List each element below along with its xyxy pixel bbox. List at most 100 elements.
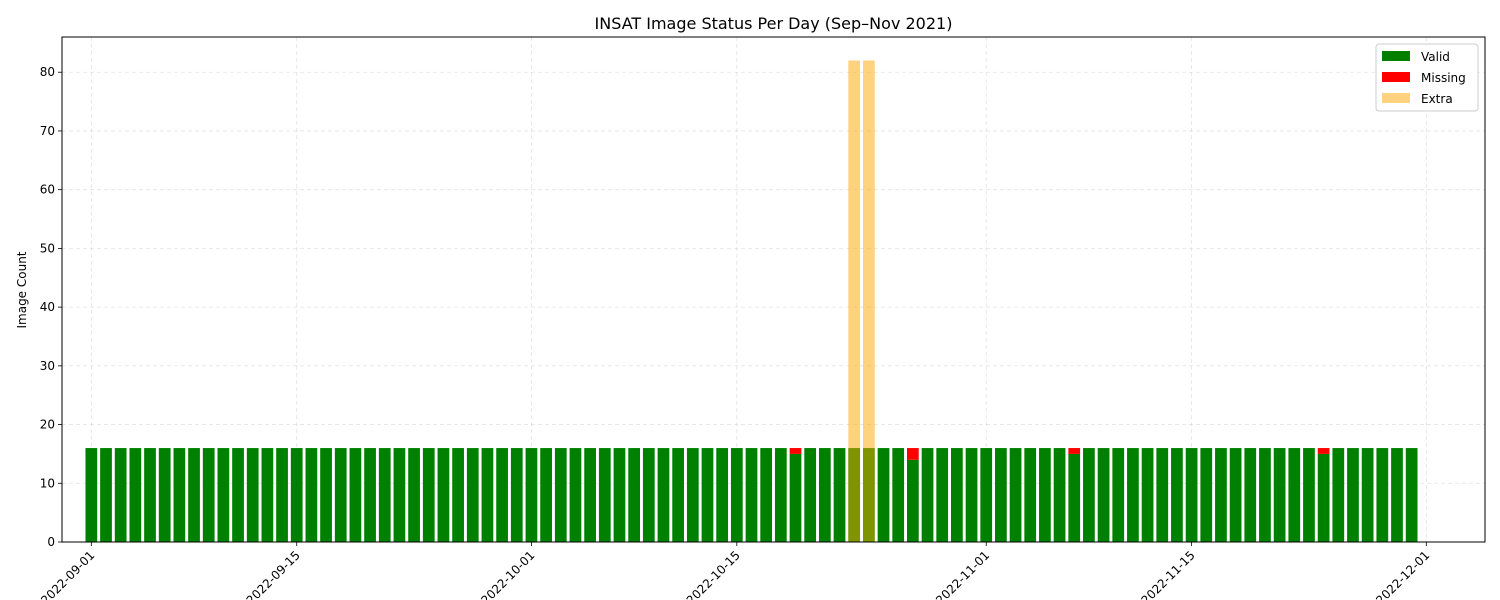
bar-valid — [261, 448, 274, 542]
bar-valid — [1127, 448, 1139, 542]
bar-valid — [202, 448, 215, 542]
x-tick-label: 2022-12-01 — [1373, 548, 1432, 600]
bar-valid — [1361, 448, 1374, 542]
bar-valid — [613, 448, 626, 542]
x-tick-label: 2022-10-01 — [478, 548, 537, 600]
bar-extra — [848, 60, 861, 542]
legend-swatch-extra — [1382, 93, 1410, 103]
bar-valid — [217, 448, 230, 542]
bar-valid — [1185, 448, 1198, 542]
bar-valid — [1347, 448, 1359, 542]
bar-valid — [393, 448, 406, 542]
bar-valid — [1273, 448, 1286, 542]
bar-valid — [1083, 448, 1095, 542]
y-tick-label: 50 — [40, 241, 55, 255]
bar-valid — [349, 448, 362, 542]
bar-valid — [158, 448, 171, 542]
bar-valid — [1229, 448, 1242, 542]
bar-valid — [232, 448, 244, 542]
bar-valid — [85, 448, 98, 542]
bar-valid — [422, 448, 435, 542]
bar-valid — [730, 448, 743, 542]
bar-valid — [114, 448, 127, 542]
y-tick-label: 0 — [47, 535, 55, 549]
bar-valid — [995, 448, 1007, 542]
y-tick-label: 30 — [40, 359, 55, 373]
bar-valid — [481, 448, 494, 542]
plot-frame — [61, 36, 1486, 543]
bar-valid — [1009, 448, 1022, 542]
bar-valid — [246, 448, 259, 542]
bar-valid — [1317, 453, 1330, 542]
bar-valid — [173, 448, 186, 542]
bar-valid — [144, 448, 156, 542]
bar-valid — [716, 448, 729, 542]
bar-valid — [1068, 453, 1081, 542]
bar-valid — [320, 448, 332, 542]
legend-swatch-missing — [1382, 72, 1410, 82]
bar-valid — [760, 448, 773, 542]
bar-valid — [1053, 448, 1066, 542]
bar-valid — [833, 448, 846, 542]
bar-valid — [1200, 448, 1213, 542]
bar-valid — [1259, 448, 1271, 542]
bar-valid — [1376, 448, 1389, 542]
bar-valid — [466, 448, 479, 542]
bar-extra — [862, 60, 875, 542]
bar-valid — [1303, 448, 1315, 542]
bar-valid — [525, 448, 538, 542]
bar-valid — [745, 448, 758, 542]
bar-valid — [774, 448, 787, 542]
bar-valid — [554, 448, 567, 542]
bar-valid — [877, 448, 890, 542]
y-tick-label: 40 — [40, 300, 55, 314]
bar-valid — [510, 448, 523, 542]
y-tick-label: 80 — [40, 65, 55, 79]
y-axis-label: Image Count — [15, 251, 29, 328]
y-tick-label: 70 — [40, 124, 55, 138]
bar-valid — [584, 448, 596, 542]
bar-valid — [951, 448, 963, 542]
bar-valid — [701, 448, 714, 542]
legend-label-extra: Extra — [1421, 92, 1453, 106]
x-tick-label: 2022-11-15 — [1138, 548, 1197, 600]
bar-valid — [1171, 448, 1183, 542]
bar-valid — [628, 448, 641, 542]
bar-valid — [305, 448, 318, 542]
bar-valid — [290, 448, 303, 542]
bar-valid — [437, 448, 450, 542]
bar-valid — [569, 448, 582, 542]
x-tick-label: 2022-10-15 — [684, 548, 743, 600]
bar-valid — [642, 448, 655, 542]
x-tick-label: 2022-09-15 — [244, 548, 303, 600]
bar-valid — [100, 448, 112, 542]
legend-label-missing: Missing — [1421, 71, 1466, 85]
bar-valid — [965, 448, 978, 542]
y-tick-label: 20 — [40, 418, 55, 432]
bar-valid — [1039, 448, 1051, 542]
bar-valid — [686, 448, 699, 542]
bar-valid — [378, 448, 391, 542]
bar-valid — [1332, 448, 1345, 542]
bar-missing — [789, 448, 802, 454]
chart-title: INSAT Image Status Per Day (Sep–Nov 2021… — [595, 14, 953, 33]
y-tick-label: 60 — [40, 183, 55, 197]
bar-valid — [334, 448, 347, 542]
bar-valid — [892, 448, 905, 542]
bar-valid — [1112, 448, 1125, 542]
x-ticks: 2022-09-01 2022-09-15 2022-10-01 2022-10-15… — [38, 542, 1432, 600]
bar-valid — [1215, 448, 1227, 542]
bar-valid — [921, 448, 934, 542]
legend-swatch-valid — [1382, 51, 1410, 61]
bar-valid — [789, 453, 802, 542]
bar-valid — [936, 448, 949, 542]
bar-valid — [276, 448, 288, 542]
bar-valid — [1141, 448, 1154, 542]
bar-valid — [129, 448, 142, 542]
bar-valid — [188, 448, 200, 542]
y-tick-label: 10 — [40, 476, 55, 490]
bar-valid — [1288, 448, 1301, 542]
bar-valid — [1097, 448, 1110, 542]
bar-valid — [364, 448, 376, 542]
bar-valid — [598, 448, 611, 542]
